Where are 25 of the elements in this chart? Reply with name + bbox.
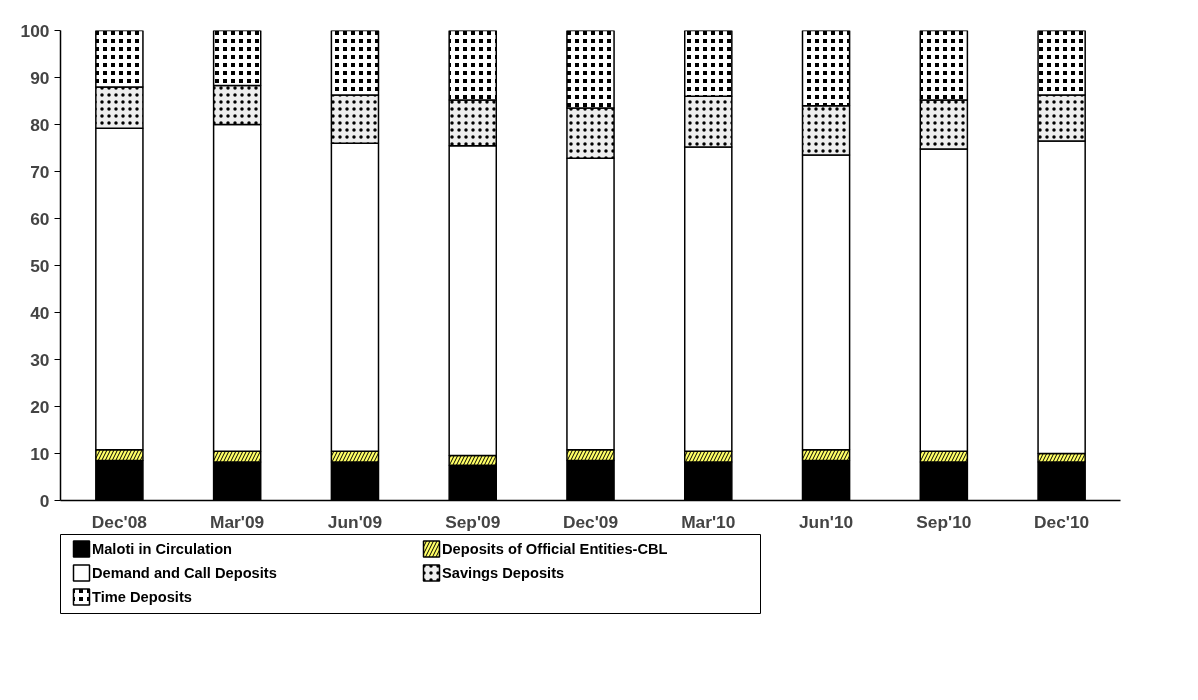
y-tick-label: 70 bbox=[30, 161, 50, 182]
y-tick-label: 80 bbox=[30, 114, 50, 135]
x-tick-label: Mar'10 bbox=[681, 511, 736, 532]
y-tick-label: 30 bbox=[30, 349, 50, 370]
legend-label: Deposits of Official Entities-CBL bbox=[442, 540, 668, 557]
x-tick-label: Dec'10 bbox=[1034, 511, 1090, 532]
legend-label: Savings Deposits bbox=[442, 564, 565, 581]
y-tick-label: 20 bbox=[30, 396, 50, 417]
legend-label: Time Deposits bbox=[92, 588, 192, 605]
x-tick-label: Mar'09 bbox=[210, 511, 265, 532]
y-tick-label: 90 bbox=[30, 67, 50, 88]
x-tick-label: Dec'09 bbox=[562, 511, 619, 532]
y-tick-label: 40 bbox=[30, 302, 50, 323]
x-tick-label: Sep'10 bbox=[916, 511, 972, 532]
x-tick-label: Sep'09 bbox=[445, 511, 501, 532]
legend-label: Maloti in Circulation bbox=[92, 540, 233, 557]
y-tick-label: 50 bbox=[30, 255, 50, 276]
x-tick-label: Jun'09 bbox=[327, 511, 383, 532]
legend-label: Demand and Call Deposits bbox=[92, 564, 277, 581]
x-tick-label: Jun'10 bbox=[798, 511, 854, 532]
y-tick-label: 0 bbox=[39, 490, 50, 511]
y-tick-label: 10 bbox=[30, 443, 50, 464]
y-tick-label: 60 bbox=[30, 208, 50, 229]
x-tick-label: Dec'08 bbox=[91, 511, 148, 532]
y-tick-label: 100 bbox=[20, 20, 50, 41]
